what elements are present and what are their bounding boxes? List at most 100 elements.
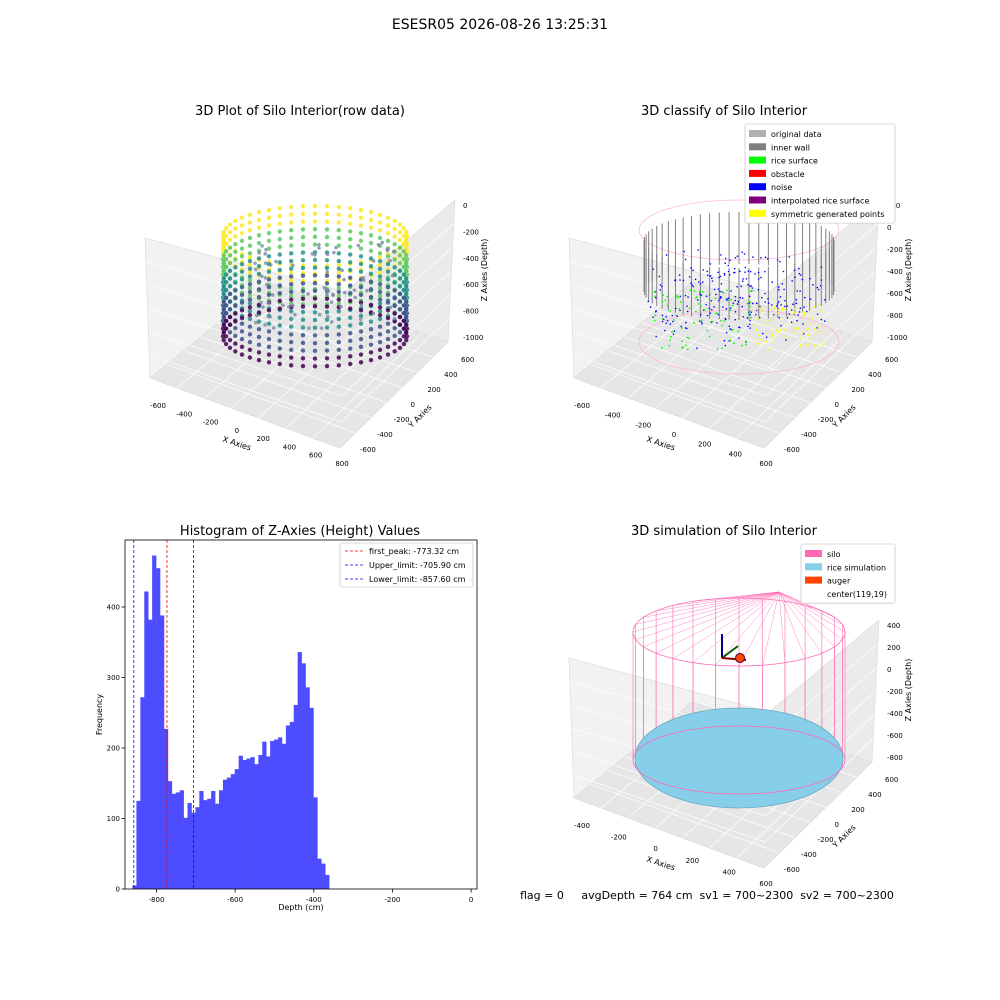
data-point — [288, 274, 294, 279]
z-tick-label: -600 — [887, 732, 903, 740]
noise-point — [724, 344, 727, 347]
data-point — [377, 312, 383, 318]
data-point — [377, 274, 383, 279]
rice-point — [714, 297, 717, 300]
data-point — [247, 262, 253, 268]
data-point — [385, 277, 391, 282]
data-point — [336, 278, 342, 283]
data-point — [358, 292, 364, 298]
legend-swatch — [749, 130, 766, 137]
y-tick-label: 200 — [107, 744, 120, 752]
data-point — [247, 243, 253, 248]
data-point — [266, 352, 272, 357]
symmetric-point — [792, 328, 795, 331]
data-point — [392, 341, 397, 346]
legend-swatch — [749, 156, 766, 164]
data-point — [239, 321, 245, 326]
symmetric-point — [771, 314, 773, 317]
data-point — [239, 261, 245, 267]
noise-point — [749, 270, 752, 273]
noise-point — [713, 306, 715, 308]
data-point — [397, 245, 403, 250]
noise-point — [725, 308, 728, 310]
data-point — [233, 218, 238, 224]
data-point — [368, 302, 374, 307]
data-point — [239, 238, 245, 244]
data-point — [348, 206, 353, 211]
symmetric-point — [780, 318, 782, 321]
data-point — [247, 282, 253, 287]
silo-wire — [778, 591, 846, 633]
data-point — [397, 230, 403, 235]
rice-point — [702, 291, 704, 293]
histogram-bar — [222, 779, 228, 889]
data-point — [377, 235, 383, 241]
data-point — [288, 251, 294, 256]
data-point — [247, 212, 253, 217]
rice-point — [708, 298, 711, 301]
noise-point — [699, 313, 702, 316]
data-point — [247, 324, 253, 329]
y-tick-label: -400 — [801, 431, 817, 439]
symmetric-point — [804, 314, 807, 317]
data-point — [404, 299, 409, 304]
histogram-bar — [250, 757, 255, 889]
noise-point — [723, 274, 726, 276]
noise-point — [666, 319, 669, 322]
data-point — [324, 242, 330, 248]
z-tick-label: -400 — [887, 710, 903, 718]
noise-point — [767, 302, 770, 304]
data-point — [233, 325, 238, 331]
data-point — [317, 312, 322, 317]
y-tick-label: 0 — [835, 401, 839, 409]
symmetric-point — [757, 334, 760, 337]
rice-point — [720, 319, 722, 322]
symmetric-point — [804, 322, 807, 325]
data-point — [312, 348, 318, 354]
noise-point — [796, 319, 798, 322]
symmetric-point — [777, 312, 779, 314]
data-point — [300, 296, 306, 302]
data-point — [358, 308, 364, 313]
noise-point — [728, 274, 731, 276]
histogram-bar — [301, 663, 306, 889]
data-point — [306, 292, 310, 296]
noise-point — [790, 321, 793, 324]
x-tick-label: 600 — [759, 460, 772, 468]
data-point — [397, 253, 403, 258]
symmetric-point — [813, 328, 815, 331]
data-point — [277, 346, 282, 351]
data-point — [266, 230, 272, 236]
symmetric-point — [770, 325, 773, 327]
data-point — [358, 230, 364, 236]
data-point — [324, 309, 330, 315]
rice-point — [708, 335, 711, 338]
noise-point — [782, 270, 785, 273]
data-point — [264, 247, 268, 252]
data-point — [223, 256, 229, 262]
noise-point — [725, 331, 728, 334]
noise-point — [780, 324, 782, 327]
data-point — [288, 220, 294, 225]
legend-label: inner wall — [771, 143, 810, 152]
legend-box — [800, 543, 896, 604]
y-tick-label: 0 — [411, 401, 415, 409]
data-point — [392, 241, 397, 247]
noise-point — [699, 282, 702, 285]
noise-point — [749, 313, 751, 316]
data-point — [266, 336, 272, 342]
data-point — [288, 266, 294, 271]
symmetric-point — [762, 319, 765, 321]
noise-point — [820, 279, 823, 281]
noise-point — [816, 313, 819, 315]
data-point — [397, 337, 403, 343]
noise-point — [696, 347, 698, 349]
data-point — [397, 284, 403, 289]
data-point — [247, 274, 253, 279]
data-point — [392, 257, 397, 262]
data-point — [348, 298, 353, 304]
x-tick-label: 400 — [729, 450, 742, 458]
silo-wire — [778, 591, 835, 618]
noise-point — [748, 302, 750, 305]
rice-point — [729, 339, 732, 342]
